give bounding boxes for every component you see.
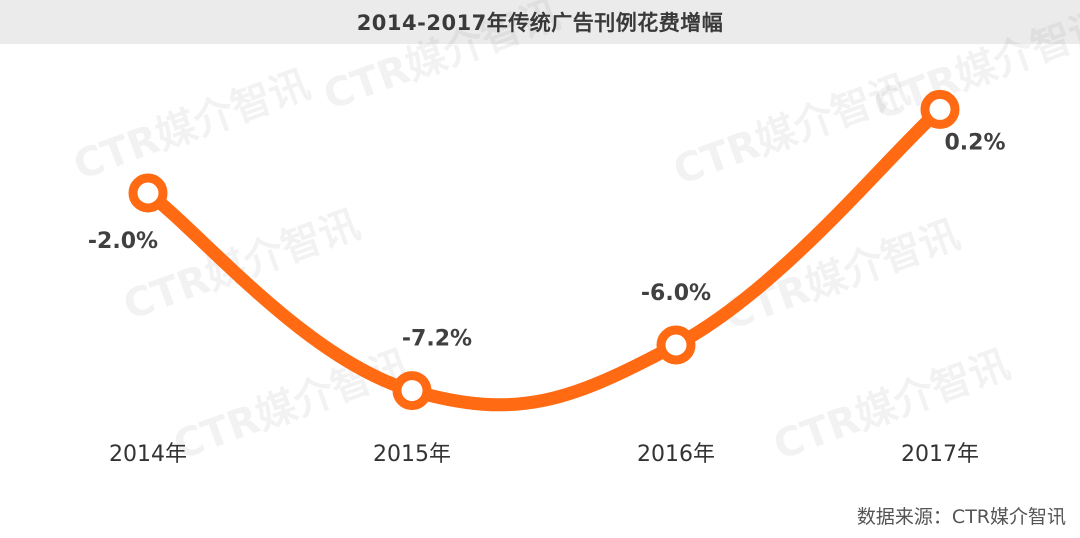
data-point-2 bbox=[656, 325, 696, 365]
source-note: 数据来源：CTR媒介智讯 bbox=[856, 506, 1066, 528]
watermark-6: CTR媒介智讯 bbox=[318, 0, 566, 119]
watermark-3: CTR媒介智讯 bbox=[718, 212, 966, 340]
data-label-2: -6.0% bbox=[641, 281, 711, 306]
data-labels: -2.0% -7.2% -6.0% 0.2% bbox=[88, 130, 1006, 351]
data-label-1: -7.2% bbox=[402, 327, 472, 352]
chart-title: 2014-2017年传统广告刊例花费增幅 bbox=[356, 11, 724, 35]
x-tick-3: 2017年 bbox=[901, 442, 979, 467]
series-line bbox=[141, 102, 947, 412]
data-label-0: -2.0% bbox=[88, 229, 158, 254]
watermark-7: CTR媒介智讯 bbox=[868, 2, 1080, 130]
data-point-0 bbox=[128, 173, 168, 213]
data-point-1 bbox=[392, 371, 432, 411]
title-bar: 2014-2017年传统广告刊例花费增幅 bbox=[0, 0, 1080, 44]
data-points bbox=[128, 89, 960, 411]
x-axis-ticks: 2014年 2015年 2016年 2017年 bbox=[109, 442, 979, 467]
x-tick-1: 2015年 bbox=[373, 442, 451, 467]
data-label-3: 0.2% bbox=[944, 130, 1005, 155]
x-tick-2: 2016年 bbox=[637, 442, 715, 467]
x-tick-0: 2014年 bbox=[109, 442, 187, 467]
watermark-2: CTR媒介智讯 bbox=[118, 202, 366, 330]
watermark-0: CTR媒介智讯 bbox=[68, 62, 316, 190]
data-point-3 bbox=[920, 89, 960, 129]
